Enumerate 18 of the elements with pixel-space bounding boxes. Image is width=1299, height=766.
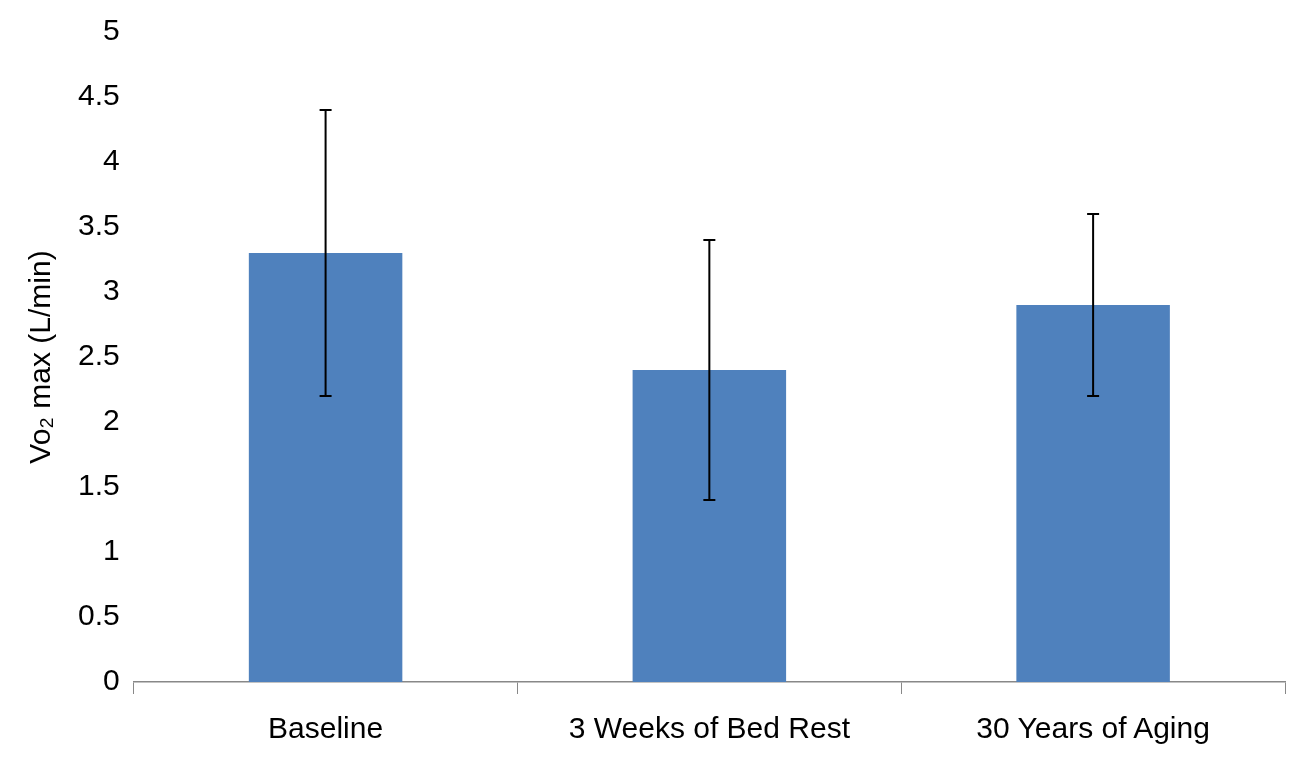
bar [1016,305,1170,682]
y-tick-label: 0.5 [77,598,120,632]
y-tick-label: 5 [103,13,120,47]
y-axis-title: Vo₂ max (L/min) [23,250,57,464]
x-tick-label: Baseline [268,711,384,745]
y-tick-label: 1.5 [77,468,120,502]
y-tick-label: 2.5 [77,338,120,372]
bar [632,370,787,682]
y-tick-label: 3.5 [77,208,120,242]
y-tick-label: 3 [103,273,120,307]
y-tick-label: 2 [103,403,120,437]
x-tick-label: 3 Weeks of Bed Rest [568,711,851,745]
y-tick-label: 1 [103,533,120,567]
y-tick-label: 4 [103,143,120,177]
x-tick-label: 30 Years of Aging [976,711,1210,745]
y-tick-label: 0 [103,663,120,697]
bar [248,253,403,682]
y-tick-label: 4.5 [77,78,120,112]
